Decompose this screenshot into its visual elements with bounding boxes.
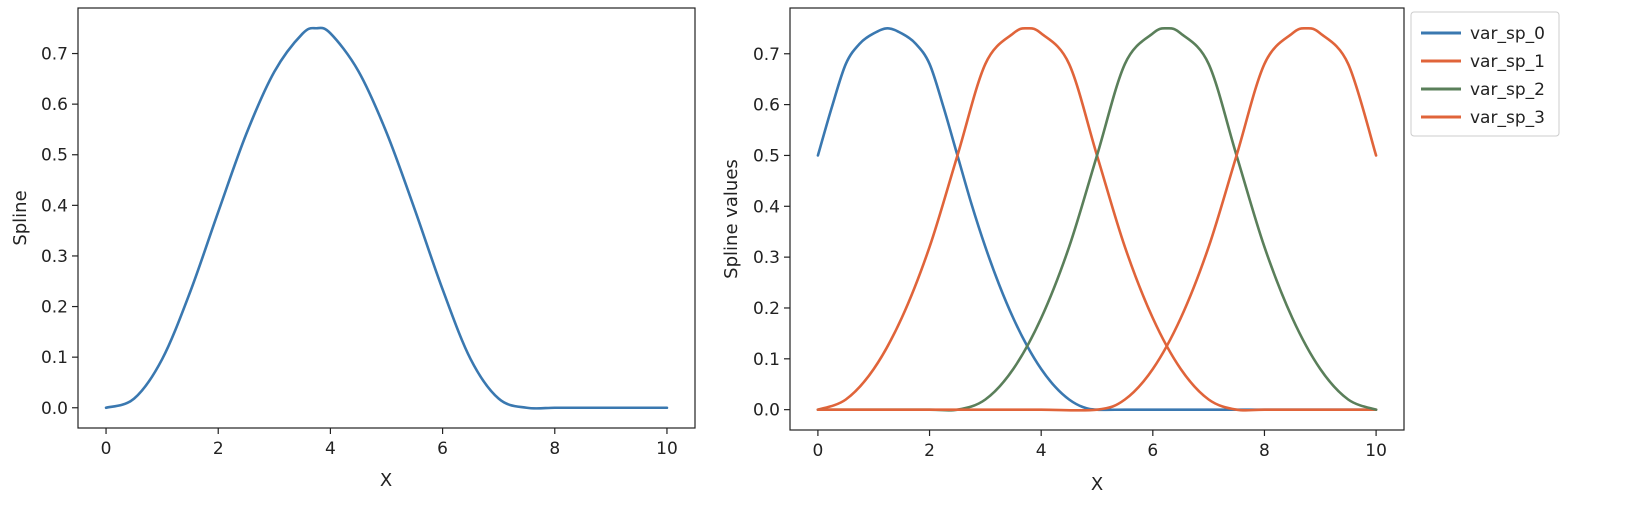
y-tick-label: 0.2 <box>753 299 780 319</box>
chart-spline: 0 2 4 6 8 10 0.0 0.1 0.2 0.3 0.4 0.5 0.6 0.7 X Splin… <box>10 7 696 491</box>
series-group <box>104 26 669 410</box>
x-axis: 0 2 4 6 8 10 <box>812 430 1387 461</box>
y-tick-label: 0.0 <box>41 399 68 419</box>
y-tick-label: 0.5 <box>753 146 780 166</box>
x-tick-label: 2 <box>924 441 935 461</box>
plot-area <box>77 7 696 429</box>
x-tick-label: 4 <box>325 439 336 459</box>
x-tick-label: 10 <box>1365 441 1387 461</box>
y-axis: 0.0 0.1 0.2 0.3 0.4 0.5 0.6 0.7 <box>753 45 790 421</box>
y-tick-label: 0.3 <box>41 247 68 267</box>
y-tick-label: 0.0 <box>753 401 780 421</box>
y-tick-label: 0.1 <box>41 348 68 368</box>
legend-label-0: var_sp_0 <box>1470 24 1545 44</box>
legend-label-1: var_sp_1 <box>1470 52 1545 72</box>
x-tick-label: 2 <box>213 439 224 459</box>
plot-area <box>789 7 1405 431</box>
y-tick-label: 0.3 <box>753 248 780 268</box>
series-line-3 <box>816 26 1378 412</box>
y-tick-label: 0.6 <box>753 96 780 116</box>
y-tick-label: 0.5 <box>41 146 68 166</box>
series-line-1 <box>816 26 1378 412</box>
x-tick-label: 8 <box>1259 441 1270 461</box>
x-tick-label: 4 <box>1036 441 1047 461</box>
x-tick-label: 8 <box>549 439 560 459</box>
x-axis-label: X <box>1091 474 1103 495</box>
x-axis-label: X <box>380 470 392 491</box>
y-tick-label: 0.1 <box>753 350 780 370</box>
x-tick-label: 0 <box>812 441 823 461</box>
legend-label-3: var_sp_3 <box>1470 108 1545 128</box>
y-axis: 0.0 0.1 0.2 0.3 0.4 0.5 0.6 0.7 <box>41 45 78 419</box>
x-tick-label: 6 <box>1147 441 1158 461</box>
legend: var_sp_0 var_sp_1 var_sp_2 var_sp_3 <box>1410 11 1560 137</box>
x-tick-label: 0 <box>101 439 112 459</box>
chart-spline-values: 0 2 4 6 8 10 0.0 0.1 0.2 0.3 0.4 0.5 0.6 0.7 X Splin… <box>721 7 1560 495</box>
y-axis-label: Spline <box>10 190 31 245</box>
series-group <box>816 26 1378 412</box>
x-tick-label: 6 <box>437 439 448 459</box>
y-tick-label: 0.7 <box>41 45 68 65</box>
legend-items: var_sp_0 var_sp_1 var_sp_2 var_sp_3 <box>1421 24 1545 128</box>
legend-frame <box>1410 11 1560 137</box>
legend-label-2: var_sp_2 <box>1470 80 1545 100</box>
x-tick-label: 10 <box>656 439 678 459</box>
x-axis: 0 2 4 6 8 10 <box>101 428 678 459</box>
y-tick-label: 0.6 <box>41 95 68 115</box>
y-tick-label: 0.2 <box>41 298 68 318</box>
y-tick-label: 0.4 <box>753 197 780 217</box>
series-line-2 <box>816 26 1378 412</box>
y-tick-label: 0.4 <box>41 196 68 216</box>
y-axis-label: Spline values <box>721 159 742 279</box>
y-tick-label: 0.7 <box>753 45 780 65</box>
series-line-0 <box>816 27 1378 412</box>
series-line-0 <box>104 26 669 410</box>
